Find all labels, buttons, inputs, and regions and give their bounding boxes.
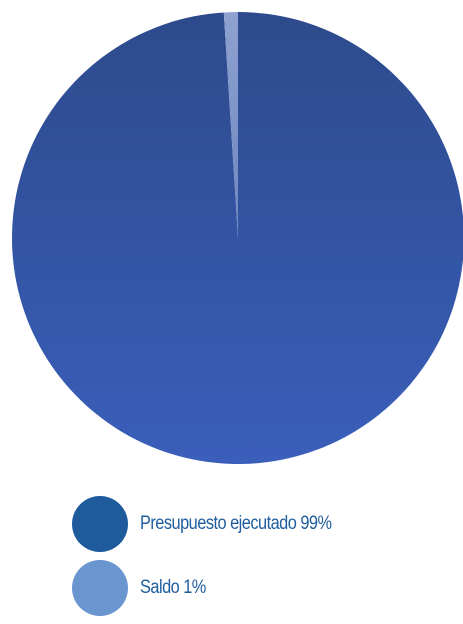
legend: Presupuesto ejecutado 99% Saldo 1% [72,496,363,624]
pie-chart [12,12,463,464]
legend-label-executed: Presupuesto ejecutado 99% [140,513,332,534]
legend-swatch-executed [72,496,128,552]
legend-label-balance: Saldo 1% [140,577,206,598]
pie-slice-balance [223,12,238,238]
legend-swatch-balance [72,560,128,616]
legend-item-executed: Presupuesto ejecutado 99% [72,496,363,552]
pie-slice-executed [12,12,463,464]
legend-item-balance: Saldo 1% [72,560,363,616]
